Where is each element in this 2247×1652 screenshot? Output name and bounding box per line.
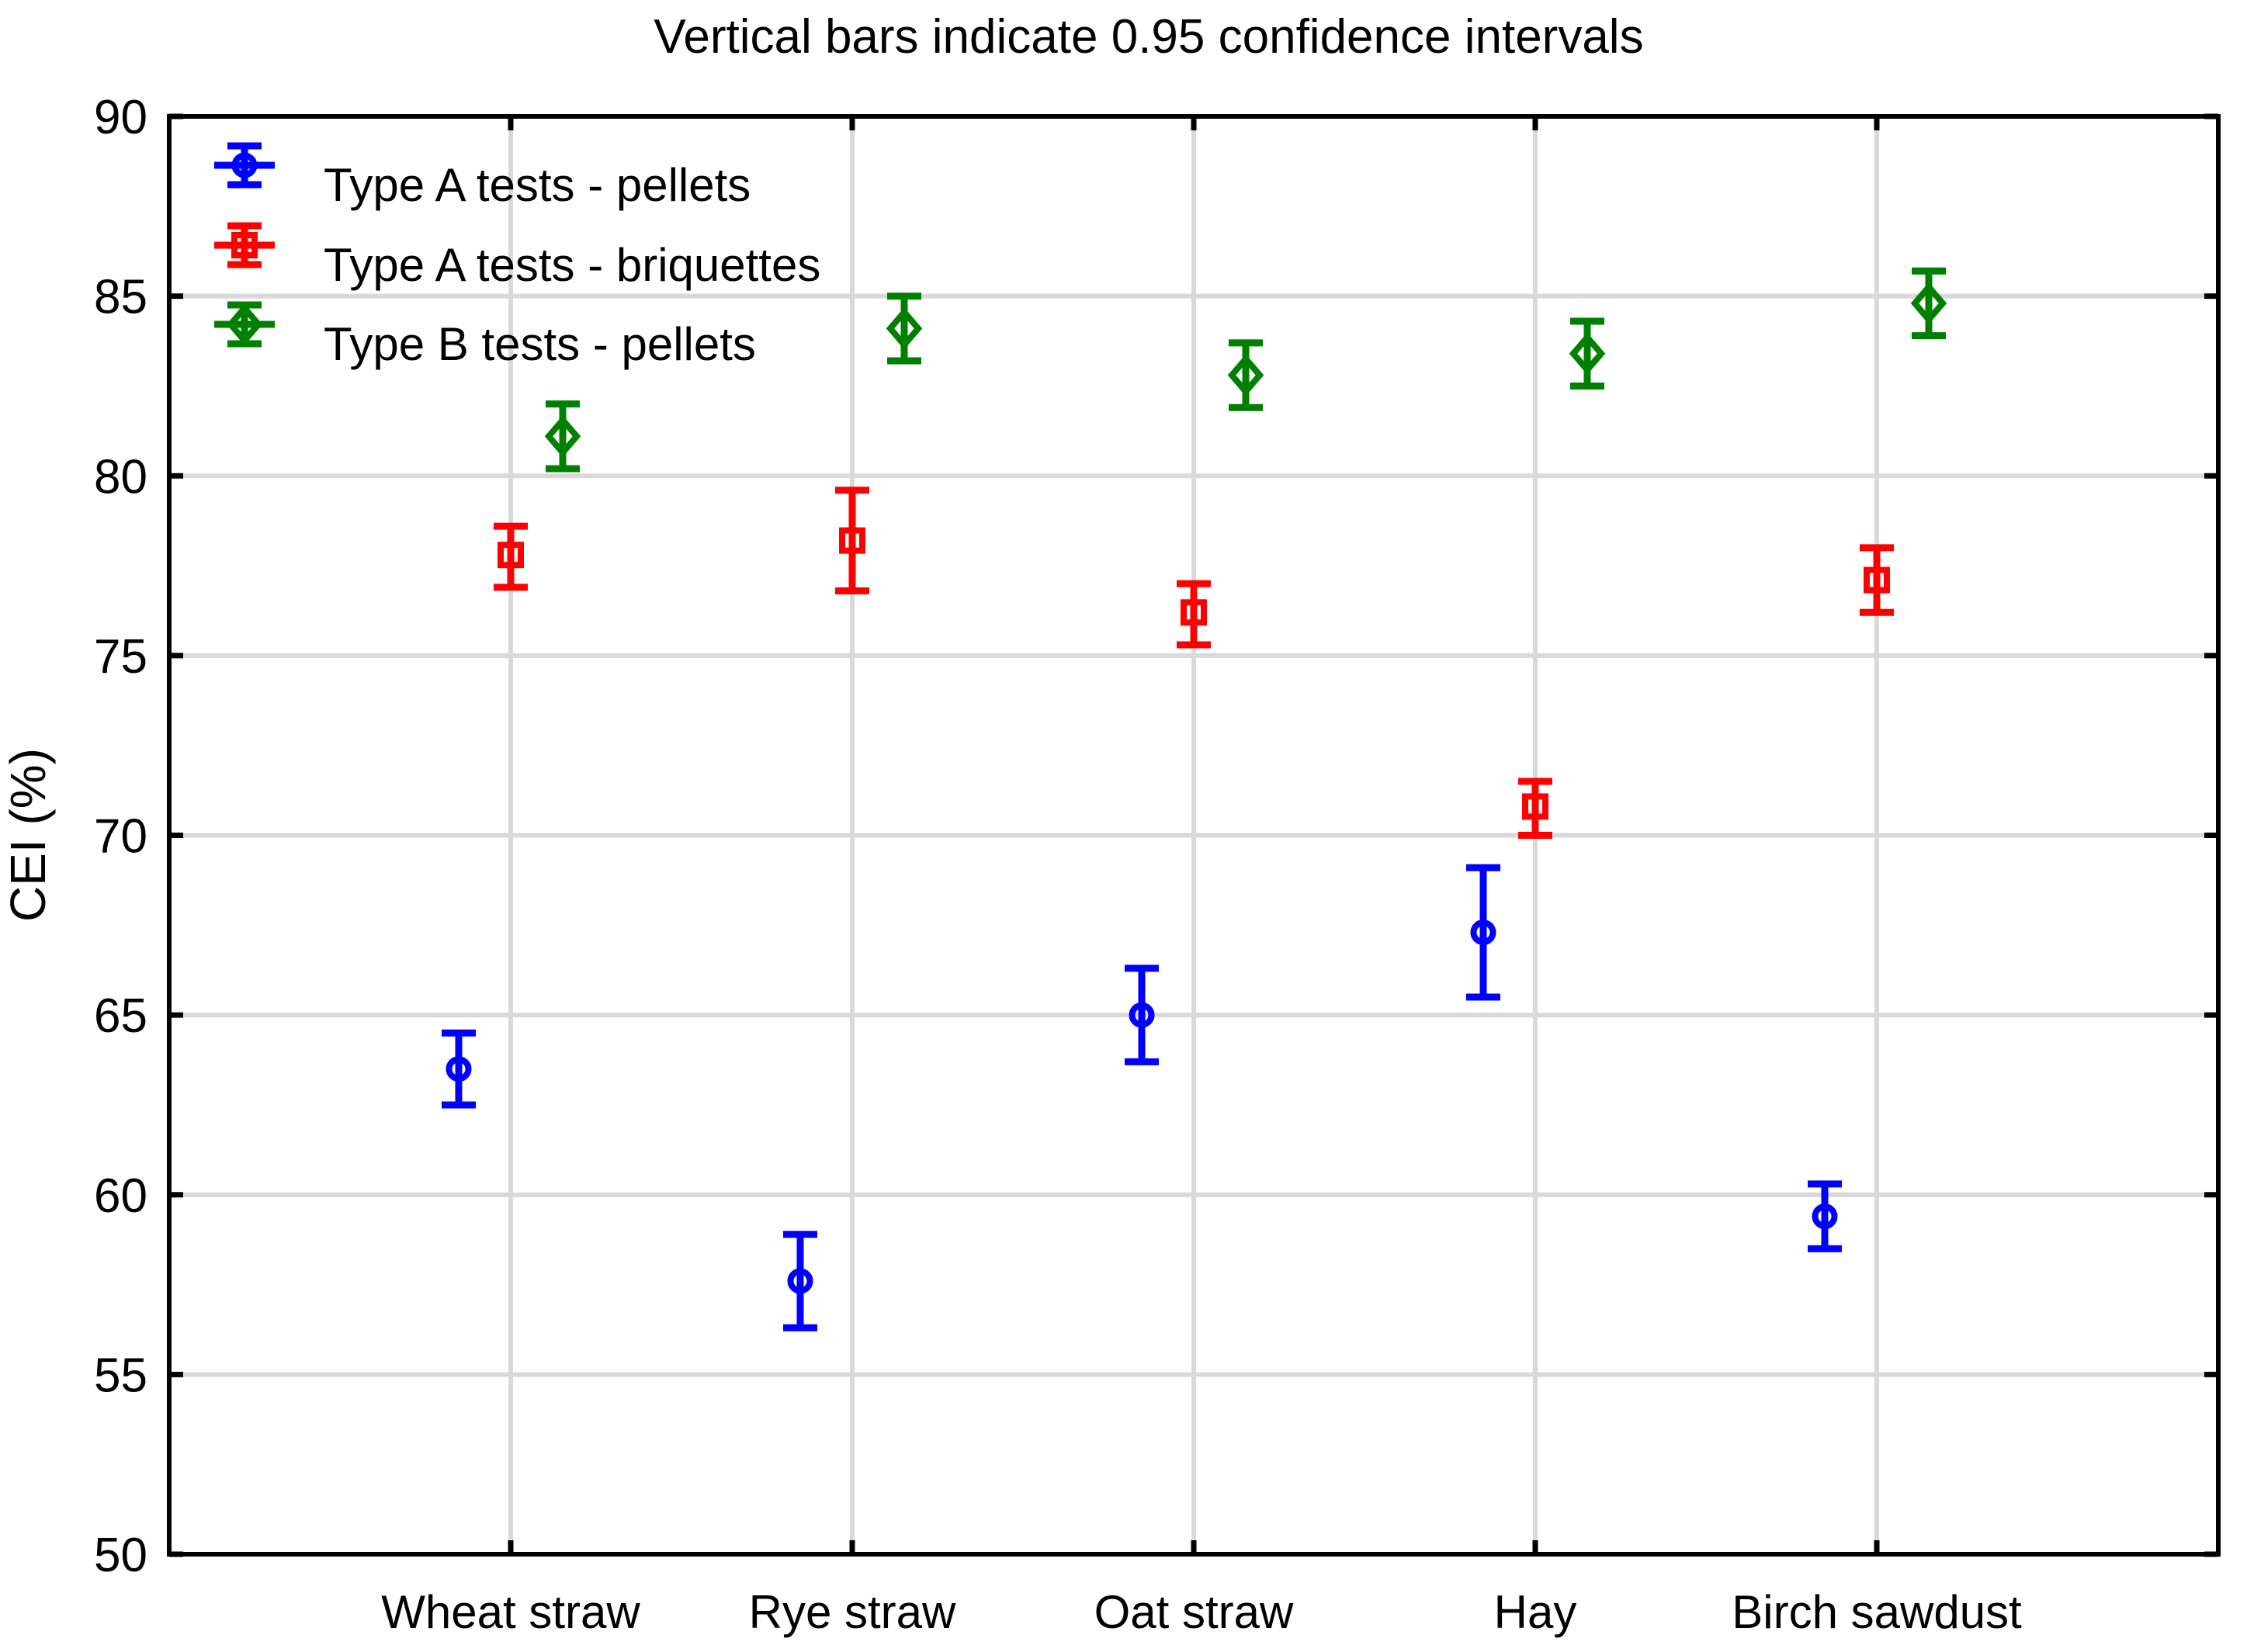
circle-marker bbox=[1812, 1204, 1838, 1230]
legend-diamond-marker bbox=[226, 303, 263, 346]
y-tick-label: 65 bbox=[94, 989, 147, 1043]
y-tick-label: 90 bbox=[94, 91, 147, 144]
x-tick-label: Birch sawdust bbox=[1732, 1586, 2022, 1638]
errorbar-point bbox=[1177, 580, 1211, 649]
circle-marker bbox=[787, 1268, 813, 1294]
y-tick-label: 70 bbox=[94, 810, 147, 864]
errorbar-point bbox=[1910, 267, 1947, 340]
errorbar-point bbox=[1227, 339, 1264, 411]
y-tick-label: 75 bbox=[94, 630, 147, 684]
square-marker bbox=[498, 542, 524, 569]
errorbar-point bbox=[1125, 965, 1159, 1065]
diamond-marker bbox=[1569, 332, 1606, 375]
y-tick-label: 50 bbox=[94, 1529, 147, 1582]
x-tick-label: Rye straw bbox=[749, 1586, 956, 1638]
errorbar-point bbox=[886, 293, 923, 365]
errorbar-point bbox=[1518, 778, 1552, 839]
square-marker bbox=[1181, 599, 1207, 626]
y-tick-label: 55 bbox=[94, 1349, 147, 1402]
diamond-marker bbox=[1910, 282, 1947, 325]
errorbar-point bbox=[835, 487, 869, 594]
legend-item: Type A tests - briquettes bbox=[214, 222, 820, 291]
errorbar-point bbox=[783, 1231, 817, 1332]
legend-label: Type A tests - briquettes bbox=[324, 239, 820, 291]
x-tick-label: Oat straw bbox=[1094, 1586, 1294, 1638]
errorbar-point bbox=[494, 522, 528, 591]
legend-label: Type A tests - pellets bbox=[324, 159, 751, 211]
legend-label: Type B tests - pellets bbox=[324, 318, 756, 370]
square-marker bbox=[839, 527, 865, 554]
errorbar-point bbox=[1569, 317, 1606, 390]
circle-marker bbox=[1129, 1002, 1155, 1028]
grid-layer bbox=[169, 116, 2218, 1554]
square-marker bbox=[1864, 566, 1890, 594]
diamond-marker bbox=[544, 415, 581, 458]
diamond-marker bbox=[1227, 354, 1264, 397]
y-tick-label: 60 bbox=[94, 1169, 147, 1223]
circle-marker bbox=[446, 1056, 472, 1082]
errorbar-point bbox=[544, 400, 581, 473]
chart-title: Vertical bars indicate 0.95 confidence i… bbox=[654, 10, 1643, 64]
y-tick-label: 80 bbox=[94, 450, 147, 504]
circle-marker bbox=[1470, 920, 1496, 946]
x-tick-label: Wheat straw bbox=[381, 1586, 640, 1638]
errorbar-point bbox=[442, 1029, 476, 1109]
legend-item: Type A tests - pellets bbox=[214, 142, 751, 211]
axis-labels: 50 55 60 65 70 75 80 85 90 Wheat straw Rye straw Oa… bbox=[94, 91, 2022, 1638]
legend: Type A tests - pellets Type A tests - bri… bbox=[214, 142, 820, 370]
square-marker bbox=[1522, 793, 1548, 820]
series-layer bbox=[442, 267, 1947, 1332]
errorbar-point bbox=[1466, 864, 1500, 1001]
errorbar-point bbox=[1808, 1180, 1842, 1252]
errorbar-point bbox=[1860, 544, 1894, 616]
legend-square-marker bbox=[231, 232, 258, 258]
plot-frame bbox=[167, 114, 2221, 1557]
x-tick-label: Hay bbox=[1494, 1586, 1577, 1638]
y-tick-label: 85 bbox=[94, 271, 147, 324]
y-axis-title: CEI (%) bbox=[0, 748, 56, 922]
legend-item: Type B tests - pellets bbox=[214, 301, 756, 370]
legend-circle-marker bbox=[231, 152, 258, 178]
diamond-marker bbox=[886, 307, 923, 350]
